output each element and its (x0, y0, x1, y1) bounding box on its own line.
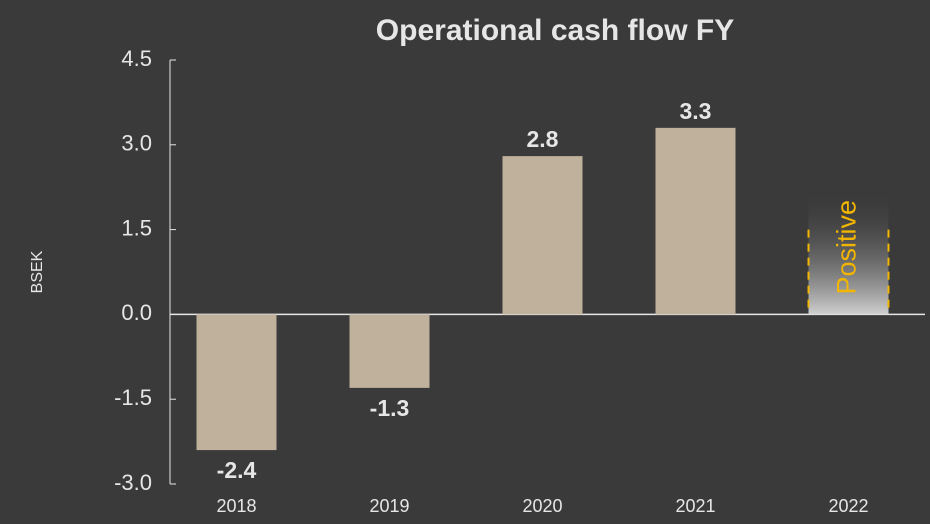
data-label: 2.8 (527, 126, 559, 152)
x-tick-label: 2019 (369, 496, 409, 516)
data-label: 3.3 (680, 98, 712, 124)
y-axis-label: BSEK (29, 250, 46, 293)
data-label: -2.4 (217, 457, 257, 483)
y-tick-label: 3.0 (121, 131, 152, 156)
y-tick-label: 4.5 (121, 46, 152, 71)
data-label: -1.3 (370, 395, 410, 421)
annotation-box (808, 190, 889, 315)
annotation: Positive (832, 200, 862, 295)
y-tick-label: -3.0 (114, 470, 152, 495)
y-tick-label: 1.5 (121, 215, 152, 240)
bar (349, 314, 430, 388)
bar (196, 314, 277, 451)
x-tick-label: 2021 (675, 496, 715, 516)
bar (655, 127, 736, 315)
x-tick-label: 2020 (522, 496, 562, 516)
x-tick-label: 2018 (216, 496, 256, 516)
bar (502, 156, 583, 315)
chart-title: Operational cash flow FY (376, 14, 734, 47)
x-tick-label: 2022 (828, 496, 868, 516)
y-tick-label: 0.0 (121, 300, 152, 325)
y-tick-label: -1.5 (114, 385, 152, 410)
